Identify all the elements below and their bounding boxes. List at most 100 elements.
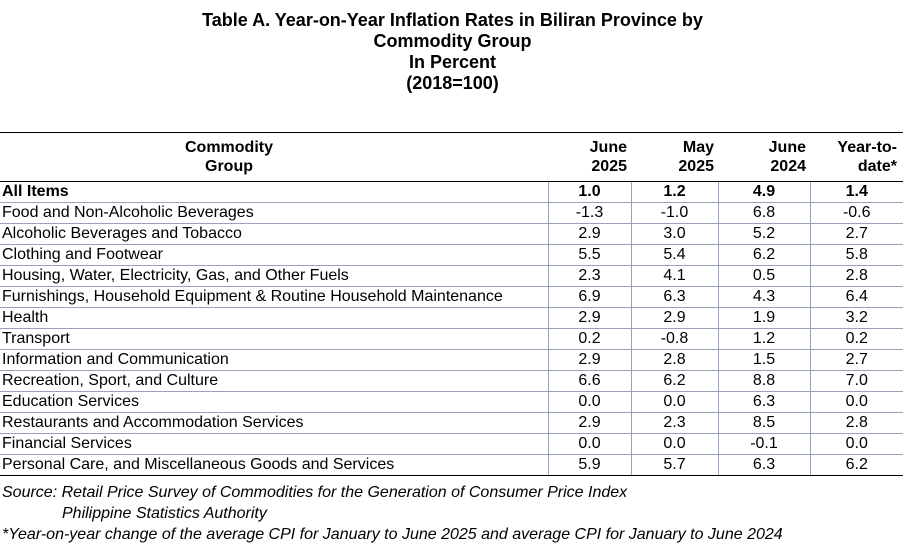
row-label: Furnishings, Household Equipment & Routi… [0, 286, 549, 308]
row-label: Financial Services [0, 433, 549, 455]
cell-may-2025: 5.7 [631, 454, 719, 476]
cell-june-2024: 6.8 [718, 202, 811, 224]
row-label: Transport [0, 328, 549, 350]
cell-june-2024: 5.2 [718, 223, 811, 245]
row-label: Housing, Water, Electricity, Gas, and Ot… [0, 265, 549, 287]
table-notes: Source: Retail Price Survey of Commoditi… [2, 482, 902, 545]
cell-june-2024: 0.5 [718, 265, 811, 287]
table-row: Financial Services 0.0 0.0 -0.1 0.0 [0, 433, 903, 455]
table-row: Transport 0.2 -0.8 1.2 0.2 [0, 328, 903, 350]
cell-year-to-date: 0.0 [810, 391, 903, 413]
header-commodity-group: Commodity Group [0, 132, 548, 182]
table-row: Clothing and Footwear 5.5 5.4 6.2 5.8 [0, 244, 903, 266]
row-label: Food and Non-Alcoholic Beverages [0, 202, 549, 224]
cell-june-2025: 6.9 [548, 286, 632, 308]
cell-year-to-date: 0.2 [810, 328, 903, 350]
cell-june-2025: 2.9 [548, 307, 632, 329]
source-agency: Philippine Statistics Authority [62, 505, 267, 522]
title-line-1: Table A. Year-on-Year Inflation Rates in… [202, 10, 703, 30]
header-year-to-date: Year-to- date* [810, 132, 903, 182]
cell-june-2024: 1.2 [718, 328, 811, 350]
table-row: Food and Non-Alcoholic Beverages -1.3 -1… [0, 202, 903, 224]
cell-may-2025: -1.0 [631, 202, 719, 224]
cell-year-to-date: 0.0 [810, 433, 903, 455]
cell-june-2024: 1.5 [718, 349, 811, 371]
table-row: Alcoholic Beverages and Tobacco 2.9 3.0 … [0, 223, 903, 245]
cell-june-2025: 6.6 [548, 370, 632, 392]
header-may-2025: May 2025 [631, 132, 718, 182]
cell-june-2024: 8.8 [718, 370, 811, 392]
cell-year-to-date: 2.7 [810, 349, 903, 371]
cell-june-2024: 4.3 [718, 286, 811, 308]
cell-may-2025: 3.0 [631, 223, 719, 245]
cell-may-2025: -0.8 [631, 328, 719, 350]
row-label: Information and Communication [0, 349, 549, 371]
row-label: Health [0, 307, 549, 329]
table-row: Personal Care, and Miscellaneous Goods a… [0, 454, 903, 476]
cell-june-2025: 2.9 [548, 223, 632, 245]
cell-june-2024: 4.9 [718, 181, 811, 203]
cell-june-2025: 5.5 [548, 244, 632, 266]
cell-may-2025: 4.1 [631, 265, 719, 287]
cell-year-to-date: 2.8 [810, 412, 903, 434]
cell-year-to-date: 2.8 [810, 265, 903, 287]
table-row: Furnishings, Household Equipment & Routi… [0, 286, 903, 308]
row-label: Education Services [0, 391, 549, 413]
cell-year-to-date: 5.8 [810, 244, 903, 266]
table-title: Table A. Year-on-Year Inflation Rates in… [0, 10, 905, 94]
header-june-2024: June 2024 [718, 132, 810, 182]
cell-may-2025: 0.0 [631, 433, 719, 455]
cell-june-2024: 1.9 [718, 307, 811, 329]
table-row-all-items: All Items 1.0 1.2 4.9 1.4 [0, 181, 903, 203]
table-row: Information and Communication 2.9 2.8 1.… [0, 349, 903, 371]
cell-year-to-date: -0.6 [810, 202, 903, 224]
cell-june-2024: 6.3 [718, 454, 811, 476]
cell-june-2025: 0.0 [548, 391, 632, 413]
cell-june-2024: 6.2 [718, 244, 811, 266]
row-label: Recreation, Sport, and Culture [0, 370, 549, 392]
cell-year-to-date: 6.2 [810, 454, 903, 476]
cell-year-to-date: 1.4 [810, 181, 903, 203]
cell-june-2025: 5.9 [548, 454, 632, 476]
cell-year-to-date: 2.7 [810, 223, 903, 245]
cell-may-2025: 2.3 [631, 412, 719, 434]
cell-june-2025: -1.3 [548, 202, 632, 224]
title-line-3: In Percent [408, 52, 497, 72]
title-line-4: (2018=100) [406, 73, 499, 93]
inflation-table: Commodity Group June 2025 May 2025 June … [0, 132, 903, 476]
cell-may-2025: 1.2 [631, 181, 719, 203]
cell-year-to-date: 6.4 [810, 286, 903, 308]
cell-june-2025: 1.0 [548, 181, 632, 203]
cell-june-2024: -0.1 [718, 433, 811, 455]
cell-june-2025: 2.3 [548, 265, 632, 287]
cell-year-to-date: 3.2 [810, 307, 903, 329]
header-row: Commodity Group June 2025 May 2025 June … [0, 132, 903, 182]
row-label: Personal Care, and Miscellaneous Goods a… [0, 454, 549, 476]
table-row: Housing, Water, Electricity, Gas, and Ot… [0, 265, 903, 287]
cell-may-2025: 6.2 [631, 370, 719, 392]
cell-june-2025: 2.9 [548, 412, 632, 434]
cell-year-to-date: 7.0 [810, 370, 903, 392]
table-row: Recreation, Sport, and Culture 6.6 6.2 8… [0, 370, 903, 392]
cell-may-2025: 6.3 [631, 286, 719, 308]
cell-june-2025: 0.0 [548, 433, 632, 455]
cell-may-2025: 2.8 [631, 349, 719, 371]
cell-may-2025: 2.9 [631, 307, 719, 329]
cell-june-2025: 2.9 [548, 349, 632, 371]
cell-june-2024: 6.3 [718, 391, 811, 413]
row-label: Restaurants and Accommodation Services [0, 412, 549, 434]
title-line-2: Commodity Group [373, 31, 532, 51]
footnote: *Year-on-year change of the average CPI … [2, 526, 783, 543]
table-row: Health 2.9 2.9 1.9 3.2 [0, 307, 903, 329]
table-row: Education Services 0.0 0.0 6.3 0.0 [0, 391, 903, 413]
row-label: All Items [0, 181, 549, 203]
cell-may-2025: 5.4 [631, 244, 719, 266]
table-row: Restaurants and Accommodation Services 2… [0, 412, 903, 434]
row-label: Clothing and Footwear [0, 244, 549, 266]
cell-may-2025: 0.0 [631, 391, 719, 413]
cell-june-2025: 0.2 [548, 328, 632, 350]
header-june-2025: June 2025 [548, 132, 631, 182]
row-label: Alcoholic Beverages and Tobacco [0, 223, 549, 245]
cell-june-2024: 8.5 [718, 412, 811, 434]
source-note: Source: Retail Price Survey of Commoditi… [2, 484, 628, 501]
